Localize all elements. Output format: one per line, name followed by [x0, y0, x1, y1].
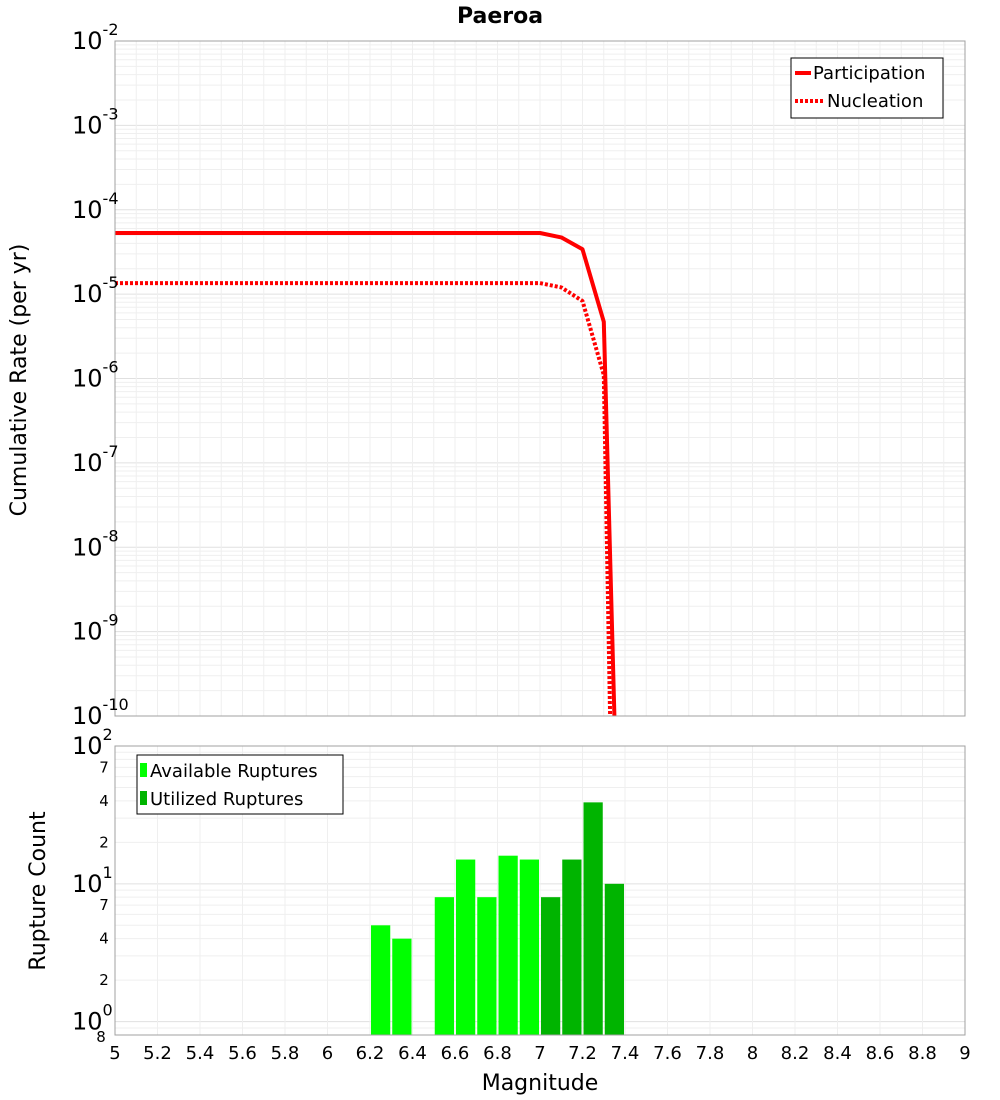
bar-available-ruptures: [477, 897, 497, 1035]
rate-y-tick-label: 10-6: [72, 358, 119, 393]
bar-utilized-ruptures: [541, 897, 561, 1035]
bar-utilized-ruptures: [562, 859, 582, 1035]
bar-available-ruptures: [456, 859, 476, 1035]
rate-plot-legend: Participation Nucleation: [790, 57, 944, 119]
x-tick-label: 5.2: [143, 1043, 172, 1064]
count-y-minor-tick-label: 7: [99, 758, 109, 776]
legend-available-swatch: [140, 763, 147, 777]
x-tick-label: 7.8: [696, 1043, 725, 1064]
rate-plot-grid: [114, 41, 966, 717]
rate-y-tick-label: 10-5: [72, 273, 119, 308]
x-tick-label: 6.2: [356, 1043, 385, 1064]
x-tick-label: 8.4: [823, 1043, 852, 1064]
bar-available-ruptures: [498, 855, 518, 1035]
x-tick-label: 7.2: [568, 1043, 597, 1064]
x-tick-label: 6.6: [441, 1043, 470, 1064]
count-y-minor-tick-label: 4: [99, 930, 109, 948]
x-tick-label: 5.4: [186, 1043, 215, 1064]
count-y-tick-label: 101: [72, 863, 113, 898]
legend-utilized-swatch: [140, 791, 147, 805]
x-tick-label: 5.6: [228, 1043, 257, 1064]
count-y-tick-label: 102: [72, 725, 113, 760]
count-plot-bars: [371, 802, 624, 1035]
rate-y-tick-label: 10-2: [72, 20, 119, 55]
x-tick-label: 7.4: [611, 1043, 640, 1064]
legend-nucleation-label: Nucleation: [827, 91, 923, 112]
x-axis-label: Magnitude: [482, 1071, 599, 1096]
x-tick-label: 5: [109, 1043, 120, 1064]
bar-utilized-ruptures: [583, 802, 603, 1035]
chart-title: Paeroa: [457, 4, 543, 29]
rate-y-tick-label: 10-4: [72, 189, 119, 224]
x-tick-label: 8.8: [908, 1043, 937, 1064]
x-tick-label: 6.8: [483, 1043, 512, 1064]
bar-available-ruptures: [434, 897, 454, 1035]
rate-plot-series: [115, 231, 617, 717]
count-plot: 102 101 100 7 4 2 7 4 2 8 5 5.2 5.4 5.6 5.8 6 6.2 6.4 6.6…: [26, 725, 971, 1096]
x-tick-label: 7: [534, 1043, 545, 1064]
rate-y-tick-label: 10-3: [72, 104, 119, 139]
rate-plot-frame: [114, 40, 966, 717]
rate-y-tick-label: 10-10: [72, 695, 129, 730]
x-tick-label: 6.4: [398, 1043, 427, 1064]
x-tick-label: 6: [322, 1043, 333, 1064]
series-line-participation: [115, 231, 617, 717]
bar-available-ruptures: [371, 925, 391, 1035]
legend-utilized-label: Utilized Ruptures: [150, 789, 303, 810]
rate-y-tick-label: 10-7: [72, 442, 119, 477]
count-plot-y-ticks: 102 101 100 7 4 2 7 4 2 8: [72, 725, 113, 1046]
legend-available-label: Available Ruptures: [150, 761, 318, 782]
count-y-minor-tick-label: 2: [99, 833, 109, 851]
series-line-nucleation: [115, 281, 613, 717]
x-tick-label: 9: [959, 1043, 970, 1064]
count-y-tick-label: 100: [72, 1001, 113, 1036]
count-plot-y-label: Rupture Count: [26, 811, 51, 971]
x-tick-label: 7.6: [653, 1043, 682, 1064]
rate-y-tick-label: 10-8: [72, 526, 119, 561]
count-plot-x-ticks: 5 5.2 5.4 5.6 5.8 6 6.2 6.4 6.6 6.8 7 7.2 7.4 7.6 7.8 8…: [109, 1043, 970, 1064]
x-tick-label: 8.2: [781, 1043, 810, 1064]
rate-plot-y-ticks: 10-2 10-3 10-4 10-5 10-6 10-7 10-8 10-9 10-10: [72, 20, 129, 730]
bar-available-ruptures: [519, 859, 539, 1035]
rate-y-tick-label: 10-9: [72, 611, 119, 646]
legend-participation-label: Participation: [813, 63, 925, 84]
count-plot-legend: Available Ruptures Utilized Ruptures: [136, 754, 344, 815]
count-y-minor-tick-label: 7: [99, 896, 109, 914]
count-y-minor-tick-label: 8: [96, 1028, 106, 1046]
x-tick-label: 8: [747, 1043, 758, 1064]
count-y-minor-tick-label: 4: [99, 792, 109, 810]
count-y-minor-tick-label: 2: [99, 971, 109, 989]
rate-plot-y-label: Cumulative Rate (per yr): [7, 244, 32, 517]
x-tick-label: 5.8: [271, 1043, 300, 1064]
rate-plot: 10-2 10-3 10-4 10-5 10-6 10-7 10-8 10-9 10-10 Cu…: [7, 20, 966, 730]
bar-utilized-ruptures: [604, 883, 624, 1035]
x-tick-label: 8.6: [866, 1043, 895, 1064]
bar-available-ruptures: [392, 938, 412, 1035]
count-plot-frame: [114, 745, 966, 1036]
